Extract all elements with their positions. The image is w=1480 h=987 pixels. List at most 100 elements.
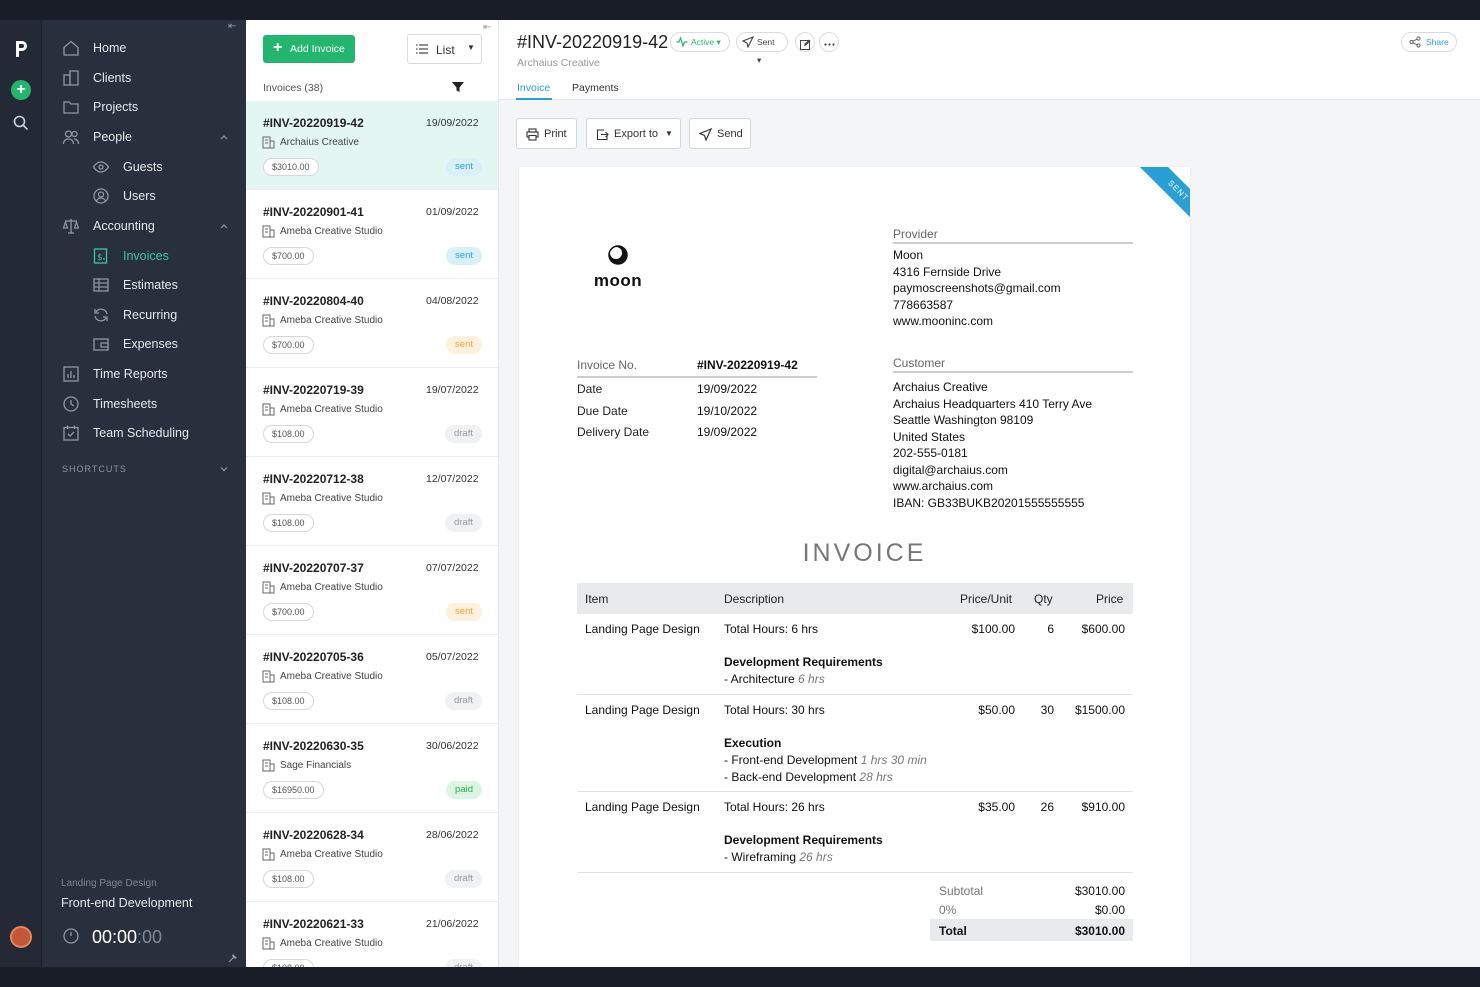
shortcuts-heading[interactable]: SHORTCUTS xyxy=(62,464,127,474)
invoice-number: #INV-20220621-33 xyxy=(263,917,364,931)
chevron-up-icon[interactable] xyxy=(218,131,230,143)
invoice-client: Ameba Creative Studio xyxy=(280,849,383,860)
sidebar-item-guests[interactable]: Guests xyxy=(42,153,246,181)
invoice-list-item[interactable]: #INV-20220901-41 01/09/2022 Ameba Creative… xyxy=(246,190,498,279)
provider-line: www.mooninc.com xyxy=(893,314,994,328)
invoice-number: #INV-20220719-39 xyxy=(263,383,364,397)
invoice-list-item[interactable]: #INV-20220630-35 30/06/2022 Sage Financial… xyxy=(246,724,498,813)
status-active-label: Active xyxy=(691,37,715,47)
invoice-list-panel: ⇤ + Add Invoice List ▼ Invoices (38) #INV… xyxy=(246,20,499,967)
pin-icon[interactable] xyxy=(228,950,238,963)
building-icon xyxy=(262,492,275,505)
column-qty: Qty xyxy=(1034,592,1053,606)
sidebar-item-people[interactable]: People xyxy=(42,123,246,151)
more-options-button[interactable] xyxy=(819,32,839,52)
invoice-list-item[interactable]: #INV-20220719-39 19/07/2022 Ameba Creative… xyxy=(246,368,498,457)
invoice-date: 01/09/2022 xyxy=(426,206,479,218)
sidebar-item-clients[interactable]: Clients xyxy=(42,64,246,92)
sidebar-item-time-reports[interactable]: Time Reports xyxy=(42,360,246,388)
invoice-amount: $3010.00 xyxy=(263,158,319,176)
wallet-icon xyxy=(92,335,110,353)
logo-wordmark: moon xyxy=(593,271,643,290)
collapse-list-icon[interactable]: ⇤ xyxy=(483,22,492,33)
invoice-list-item[interactable]: #INV-20220705-36 05/07/2022 Ameba Creative… xyxy=(246,635,498,724)
print-label: Print xyxy=(544,128,567,140)
invoice-list-item[interactable]: #INV-20220804-40 04/08/2022 Ameba Creative… xyxy=(246,279,498,368)
customer-line: IBAN: GB33BUKB20201555555555 xyxy=(893,495,1085,510)
sidebar-item-timesheets[interactable]: Timesheets xyxy=(42,390,246,418)
invoice-number: #INV-20220707-37 xyxy=(263,561,364,575)
invoice-client: Ameba Creative Studio xyxy=(280,226,383,237)
filter-icon[interactable] xyxy=(451,80,465,94)
building-icon xyxy=(262,759,275,772)
invoice-title: #INV-20220919-42 xyxy=(517,32,669,52)
timer-subtask-label[interactable]: Front-end Development xyxy=(61,896,193,910)
total-label: Total xyxy=(939,924,967,938)
invoice-amount: $16950.00 xyxy=(263,781,324,799)
chevron-up-icon[interactable] xyxy=(218,220,230,232)
column-item: Item xyxy=(585,592,609,606)
timer-display[interactable]: 00:00:00 xyxy=(92,927,162,948)
customer-line: www.archaius.com xyxy=(893,479,994,493)
status-sent-dropdown[interactable]: Sent ▾ xyxy=(736,32,788,65)
invoice-client: Ameba Creative Studio xyxy=(280,582,383,593)
invoice-list-item[interactable]: #INV-20220919-42 19/09/2022 Archaius Creat… xyxy=(246,101,498,190)
user-avatar[interactable] xyxy=(10,926,32,948)
window-bottom-bar xyxy=(0,967,1480,987)
sidebar-item-projects[interactable]: Projects xyxy=(42,93,246,121)
status-sent-label: Sent xyxy=(757,37,775,47)
invoice-number: #INV-20220630-35 xyxy=(263,739,364,753)
tab-invoice[interactable]: Invoice xyxy=(517,82,551,94)
delivery-date-label: Delivery Date xyxy=(577,425,650,439)
invoice-list-item[interactable]: #INV-20220707-37 07/07/2022 Ameba Creative… xyxy=(246,546,498,635)
icon-rail: + xyxy=(0,20,42,967)
send-icon xyxy=(741,35,755,49)
invoice-list-item[interactable]: #INV-20220712-38 12/07/2022 Ameba Creative… xyxy=(246,457,498,546)
folder-icon xyxy=(62,98,80,116)
provider-line: 778663587 xyxy=(893,297,954,312)
add-invoice-button[interactable]: + Add Invoice xyxy=(263,35,355,63)
sidebar-item-home[interactable]: Home xyxy=(42,34,246,62)
invoice-client-name[interactable]: Archaius Creative xyxy=(517,57,600,69)
send-button[interactable]: Send xyxy=(689,118,751,149)
status-badge: draft xyxy=(444,959,482,967)
share-button[interactable]: Share xyxy=(1401,32,1457,52)
invoice-client: Ameba Creative Studio xyxy=(280,671,383,682)
user-icon xyxy=(92,187,110,205)
item-qty: 6 xyxy=(1047,622,1054,636)
tab-payments[interactable]: Payments xyxy=(572,82,619,94)
view-mode-dropdown[interactable]: List ▼ xyxy=(407,34,482,64)
search-icon[interactable] xyxy=(12,114,30,132)
timer-clock-icon[interactable] xyxy=(62,927,80,945)
sidebar-item-users[interactable]: Users xyxy=(42,182,246,210)
invoice-amount: $700.00 xyxy=(263,247,314,265)
status-active-dropdown[interactable]: Active ▾ xyxy=(670,32,730,52)
due-date-label: Due Date xyxy=(577,404,628,418)
invoice-list-item[interactable]: #INV-20220628-34 28/06/2022 Ameba Creative… xyxy=(246,813,498,902)
provider-line: 4316 Fernside Drive xyxy=(893,264,1002,279)
invoice-list-item[interactable]: #INV-20220621-33 21/06/2022 Ameba Creative… xyxy=(246,902,498,967)
building-icon xyxy=(262,225,275,238)
chevron-down-icon[interactable] xyxy=(218,462,230,474)
building-icon xyxy=(262,581,275,594)
app-logo-icon[interactable] xyxy=(11,38,31,60)
print-button[interactable]: Print xyxy=(516,118,577,149)
home-icon xyxy=(62,39,80,57)
sidebar-item-invoices[interactable]: $ Invoices xyxy=(42,242,246,270)
item-qty: 30 xyxy=(1040,703,1054,717)
quick-add-button[interactable]: + xyxy=(11,80,31,100)
estimates-icon xyxy=(92,276,110,294)
item-price: $1500.00 xyxy=(1074,703,1125,717)
sidebar-item-expenses[interactable]: Expenses xyxy=(42,330,246,358)
sidebar-item-team-scheduling[interactable]: Team Scheduling xyxy=(42,419,246,447)
item-hours: Total Hours: 6 hrs xyxy=(724,622,819,636)
sidebar-item-accounting[interactable]: Accounting xyxy=(42,212,246,240)
sidebar-item-recurring[interactable]: Recurring xyxy=(42,301,246,329)
collapse-sidebar-icon[interactable]: ⇤ xyxy=(228,21,237,32)
sidebar-item-estimates[interactable]: Estimates xyxy=(42,271,246,299)
task-time: 28 hrs xyxy=(859,769,893,784)
export-dropdown[interactable]: Export to ▼ xyxy=(586,118,681,149)
edit-button[interactable] xyxy=(795,32,815,52)
invoice-date: 05/07/2022 xyxy=(426,651,479,663)
row-divider xyxy=(577,694,1133,695)
